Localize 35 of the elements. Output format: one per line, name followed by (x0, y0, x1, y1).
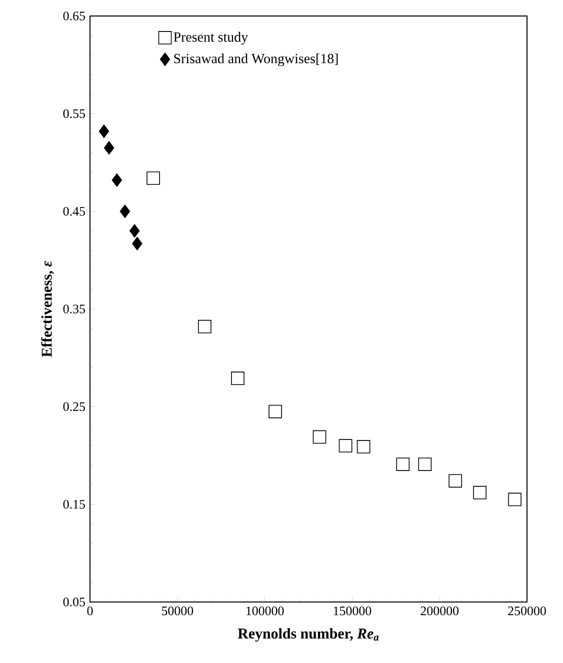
point (312, 430, 326, 444)
point (396, 458, 410, 471)
point (146, 171, 160, 185)
point (448, 474, 462, 488)
point (418, 458, 432, 471)
y-axis-title: Effectiveness, ε (41, 260, 54, 358)
x-tick-label: 100000 (246, 606, 284, 616)
x-tick-label: 250000 (508, 606, 546, 616)
point (120, 204, 130, 218)
point (132, 236, 142, 250)
y-tick-label: 0.25 (63, 402, 85, 412)
point (231, 372, 244, 386)
point (98, 124, 110, 138)
point (338, 439, 352, 452)
point (356, 440, 370, 454)
legend-label: Srisawad and Wongwises[18] (174, 53, 338, 66)
point (129, 224, 140, 238)
y-tick-label: 0.45 (63, 206, 85, 216)
point (112, 173, 122, 187)
point (508, 492, 522, 506)
x-tick-label: 200000 (420, 606, 459, 616)
point (198, 320, 212, 334)
x-tick-label: 0 (87, 606, 93, 616)
point (473, 486, 486, 500)
y-tick-label: 0.05 (63, 598, 85, 606)
text: Reynolds number, Re$_{a}$ (238, 628, 379, 642)
point (268, 404, 282, 418)
point (104, 141, 114, 155)
y-tick-label: 0.35 (63, 304, 85, 314)
x-tick-label: 50000 (162, 606, 194, 616)
x-tick-label: 150000 (334, 606, 372, 616)
legend-label: Present study (174, 32, 248, 45)
y-tick-label: 0.65 (63, 12, 85, 20)
y-tick-label: 0.15 (63, 500, 85, 509)
y-tick-label: 0.55 (63, 109, 85, 118)
